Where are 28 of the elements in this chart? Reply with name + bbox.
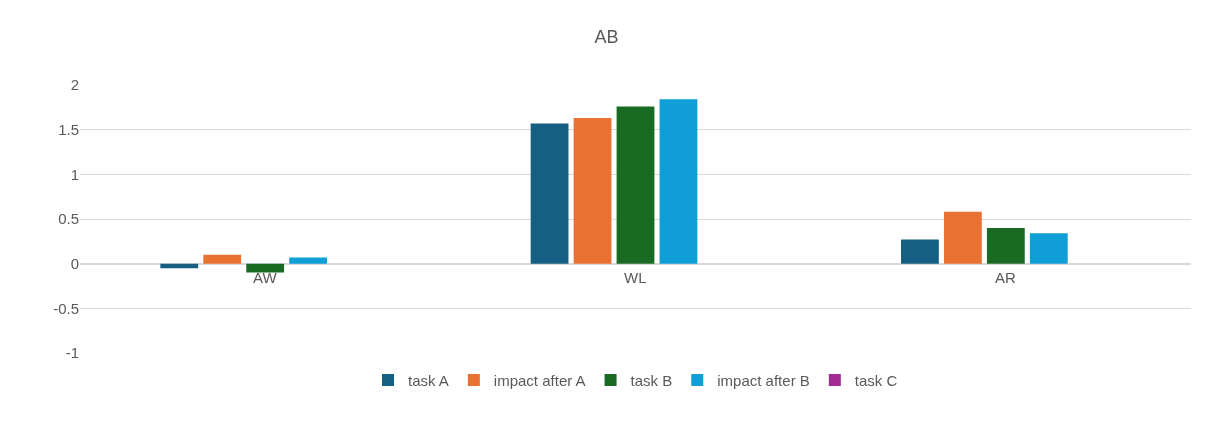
- y-tick-label: 0: [70, 254, 79, 272]
- bar: [573, 118, 612, 264]
- x-tick-label: AR: [995, 269, 1016, 286]
- y-tick-label: 2: [70, 76, 79, 94]
- bar: [901, 239, 939, 264]
- y-tick-label: 1: [70, 165, 79, 183]
- bar: [530, 123, 569, 264]
- bar: [160, 263, 199, 269]
- legend-label: impact after B: [717, 371, 810, 389]
- bar: [1029, 233, 1068, 264]
- bar: [289, 257, 328, 264]
- legend-label: impact after A: [493, 371, 586, 389]
- legend-label: task A: [408, 371, 449, 389]
- y-tick-label: -1: [65, 344, 79, 362]
- bar: [246, 263, 285, 273]
- x-tick-label: WL: [624, 269, 647, 286]
- x-tick-label: AW: [253, 269, 278, 286]
- bar: [203, 254, 242, 264]
- bar: [616, 106, 655, 264]
- y-tick-label: 0.5: [58, 210, 79, 228]
- y-tick-label: -0.5: [53, 299, 79, 317]
- legend-label: task B: [630, 371, 673, 389]
- chart-title: AB: [594, 26, 619, 47]
- legend-label: task C: [854, 371, 898, 389]
- bar: [943, 211, 982, 264]
- bar: [659, 99, 698, 264]
- bar: [986, 227, 1025, 264]
- y-tick-label: 1.5: [58, 120, 79, 138]
